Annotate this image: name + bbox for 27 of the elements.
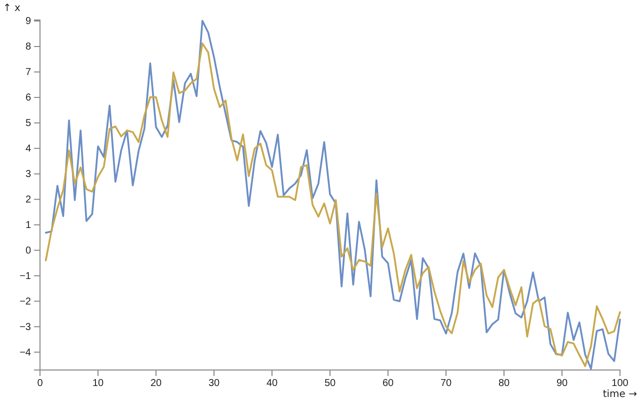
x-tick-label: 10 bbox=[92, 378, 104, 390]
y-tick-label: −4 bbox=[20, 347, 32, 358]
x-tick-label: 80 bbox=[498, 378, 510, 390]
x-tick-label: 50 bbox=[324, 378, 336, 390]
y-tick-label: 3 bbox=[25, 169, 32, 180]
y-tick-label: 1 bbox=[25, 220, 32, 232]
x-tick-label: 70 bbox=[440, 378, 452, 390]
x-axis-title: time → bbox=[602, 389, 637, 400]
x-tick-label: 0 bbox=[37, 378, 44, 390]
x-tick-label: 90 bbox=[556, 378, 568, 390]
y-tick-label: 4 bbox=[25, 144, 32, 155]
y-tick-label: 7 bbox=[25, 67, 32, 78]
x-tick-label: 30 bbox=[208, 378, 220, 390]
x-tick-label: 100 bbox=[612, 378, 629, 390]
y-tick-label: 2 bbox=[25, 194, 32, 206]
y-tick-label: 0 bbox=[25, 245, 32, 256]
y-tick-label: 5 bbox=[25, 118, 32, 130]
x-tick-label: 40 bbox=[266, 378, 278, 390]
y-tick-label: 9 bbox=[25, 16, 32, 28]
y-tick-label: −3 bbox=[20, 322, 32, 333]
x-tick-label: 20 bbox=[150, 378, 162, 390]
x-tick-label: 60 bbox=[382, 378, 394, 390]
y-tick-label: 8 bbox=[25, 42, 32, 53]
y-axis-title: ↑ x bbox=[3, 3, 21, 14]
y-tick-label: 6 bbox=[25, 92, 32, 104]
y-tick-label: −1 bbox=[20, 270, 32, 282]
y-tick-label: −2 bbox=[20, 296, 32, 308]
